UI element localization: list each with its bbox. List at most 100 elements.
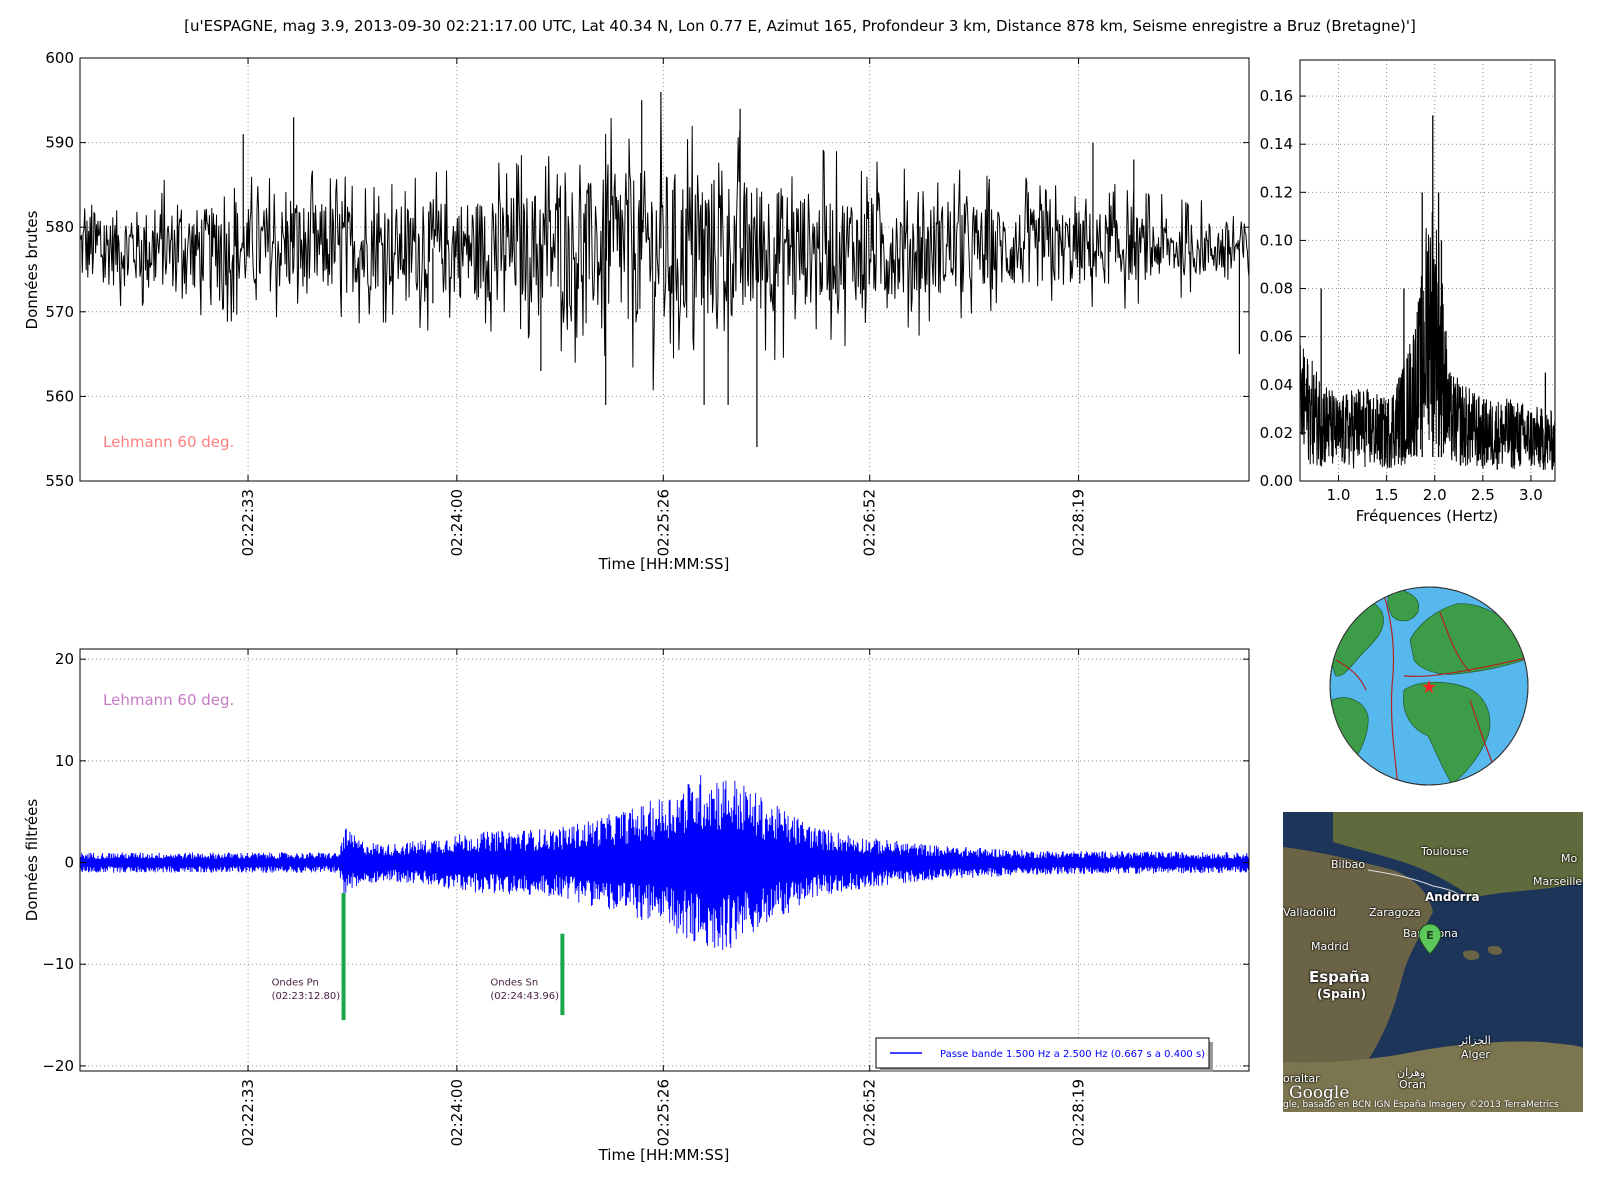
epicenter-map: Bilbao Toulouse Mo Marseille Andorra Val… [1283, 812, 1583, 1112]
map-label-toulouse: Toulouse [1421, 845, 1469, 858]
spectrum-trace [1299, 115, 1556, 470]
map-label-madrid: Madrid [1311, 940, 1349, 953]
map-label-oran: Oran [1399, 1078, 1426, 1091]
filt-trace-line [79, 775, 1250, 950]
globe-epicenter-star-icon: ★ [1421, 677, 1437, 698]
filtered-x-axis: 02:22:33 02:24:00 02:25:26 02:26:52 02:28:19 [239, 649, 1088, 1146]
map-land-iberia [1283, 847, 1433, 1102]
spectrum-ytick-label: 0.08 [1260, 280, 1293, 298]
filt-ytick-label: 0 [64, 854, 74, 872]
spectrum-xtick-label: 2.5 [1471, 486, 1495, 504]
figure-title: [u'ESPAGNE, mag 3.9, 2013-09-30 02:21:17… [184, 17, 1416, 35]
raw-plot-frame [79, 57, 1250, 482]
raw-ytick-label: 550 [45, 472, 74, 490]
spectrum-ytick-label: 0.14 [1260, 135, 1293, 153]
spectrum-ytick-label: 0.06 [1260, 328, 1293, 346]
spectrum-ytick-label: 0.00 [1260, 472, 1293, 490]
raw-xtick-label: 02:22:33 [239, 489, 257, 556]
map-label-espana: España [1309, 968, 1370, 986]
map-label-barcelona: Barcelona [1403, 927, 1458, 940]
spectrum-ytick-label: 0.16 [1260, 87, 1293, 105]
raw-trace-line [79, 110, 1250, 391]
spectrum-xtick-label: 1.5 [1375, 486, 1399, 504]
map-label-alger: Alger [1461, 1048, 1490, 1061]
spectrum-xtick-label: 2.0 [1423, 486, 1447, 504]
map-label-valladolid: Valladolid [1283, 906, 1337, 919]
map-credit: gle, basado en BCN IGN España Imagery ©2… [1283, 1100, 1559, 1110]
raw-xtick-label: 02:25:26 [654, 489, 672, 556]
spectrum-panel: 0.00 0.02 0.04 0.06 0.08 0.10 0.12 0.14 0.16 1.0… [1260, 59, 1556, 525]
globe-europe [1409, 603, 1525, 675]
map-label-marseille: Marseille [1533, 875, 1583, 888]
filt-ytick-label: −10 [42, 955, 74, 973]
map-label-oran-arabic: وهران [1397, 1066, 1426, 1079]
spectrum-line [1299, 211, 1556, 470]
globe-greenland [1387, 587, 1420, 622]
map-label-mo: Mo [1561, 852, 1578, 865]
filtered-y-axis: −20 −10 0 10 20 [42, 650, 1249, 1075]
raw-trace [79, 91, 1250, 448]
map-terrain [1283, 812, 1583, 1112]
raw-ylabel: Données brutes [23, 210, 41, 329]
raw-xtick-label: 02:24:00 [448, 489, 466, 556]
filt-ytick-label: −20 [42, 1057, 74, 1075]
filt-ytick-label: 20 [55, 650, 74, 668]
spectrum-plot-frame [1299, 59, 1556, 482]
raw-grid [80, 57, 1249, 482]
spectrum-y-axis: 0.00 0.02 0.04 0.06 0.08 0.10 0.12 0.14 0.16 [1260, 87, 1306, 490]
map-label-spain: (Spain) [1317, 987, 1366, 1001]
spectrum-ytick-label: 0.02 [1260, 424, 1293, 442]
globe-outline [1329, 586, 1529, 786]
raw-data-panel: 550 560 570 580 590 600 02:22:33 02:24:00 02:25… [23, 49, 1250, 573]
map-label-zaragoza: Zaragoza [1369, 906, 1421, 919]
filt-xtick-label: 02:25:26 [654, 1079, 672, 1146]
raw-ytick-label: 600 [45, 49, 74, 67]
map-label-gibraltar: oraltar [1283, 1072, 1320, 1085]
map-border-line [1367, 869, 1462, 897]
spectrum-x-axis: 1.0 1.5 2.0 2.5 3.0 [1327, 475, 1543, 504]
filt-xtick-label: 02:22:33 [239, 1079, 257, 1146]
pick-time-label: (02:24:43.96) [490, 991, 559, 1002]
globe-inset: ★ [1329, 586, 1529, 786]
globe-plate-boundaries [1335, 587, 1528, 785]
spectrum-xlabel: Fréquences (Hertz) [1356, 507, 1499, 525]
pick-phase-label: Ondes Sn [490, 978, 538, 989]
map-label-algiers-arabic: الجزائر [1459, 1034, 1491, 1047]
filtered-legend: Passe bande 1.500 Hz a 2.500 Hz (0.667 s… [875, 1037, 1213, 1072]
raw-ytick-label: 590 [45, 134, 74, 152]
map-logo: Google [1289, 1083, 1350, 1103]
filtered-ylabel: Données filtrées [23, 799, 41, 922]
map-land-africa [1283, 1041, 1583, 1112]
raw-x-axis: 02:22:33 02:24:00 02:25:26 02:26:52 02:28:19 [239, 58, 1088, 556]
filt-xtick-label: 02:26:52 [861, 1079, 879, 1146]
raw-ytick-label: 570 [45, 303, 74, 321]
spectrum-ytick-label: 0.12 [1260, 183, 1293, 201]
pick-phase-label: Ondes Pn [272, 978, 319, 989]
filtered-phase-annotation: Lehmann 60 deg. [103, 691, 234, 709]
spectrum-ytick-label: 0.04 [1260, 376, 1293, 394]
map-label-bilbao: Bilbao [1331, 858, 1366, 871]
legend-box [875, 1037, 1210, 1069]
globe-africa [1403, 681, 1491, 785]
raw-xlabel: Time [HH:MM:SS] [598, 555, 730, 573]
map-land-france [1333, 812, 1583, 898]
spectrum-xtick-label: 1.0 [1327, 486, 1351, 504]
spectrum-ytick-label: 0.10 [1260, 231, 1293, 249]
map-land-balearics [1463, 945, 1503, 960]
raw-ytick-label: 580 [45, 218, 74, 236]
phase-picks: Ondes Pn (02:23:12.80) Ondes Sn (02:24:43.9… [272, 893, 565, 1021]
filt-ytick-label: 10 [55, 752, 74, 770]
raw-xtick-label: 02:26:52 [861, 489, 879, 556]
filt-xtick-label: 02:28:19 [1070, 1079, 1088, 1146]
legend-label: Passe bande 1.500 Hz a 2.500 Hz (0.667 s… [940, 1049, 1205, 1060]
raw-xtick-label: 02:28:19 [1070, 489, 1088, 556]
filtered-xlabel: Time [HH:MM:SS] [598, 1146, 730, 1164]
globe-south-america [1330, 697, 1369, 775]
raw-phase-annotation: Lehmann 60 deg. [103, 433, 234, 451]
raw-ytick-label: 560 [45, 387, 74, 405]
map-label-andorra: Andorra [1425, 890, 1480, 904]
filt-xtick-label: 02:24:00 [448, 1079, 466, 1146]
pick-time-label: (02:23:12.80) [272, 991, 341, 1002]
